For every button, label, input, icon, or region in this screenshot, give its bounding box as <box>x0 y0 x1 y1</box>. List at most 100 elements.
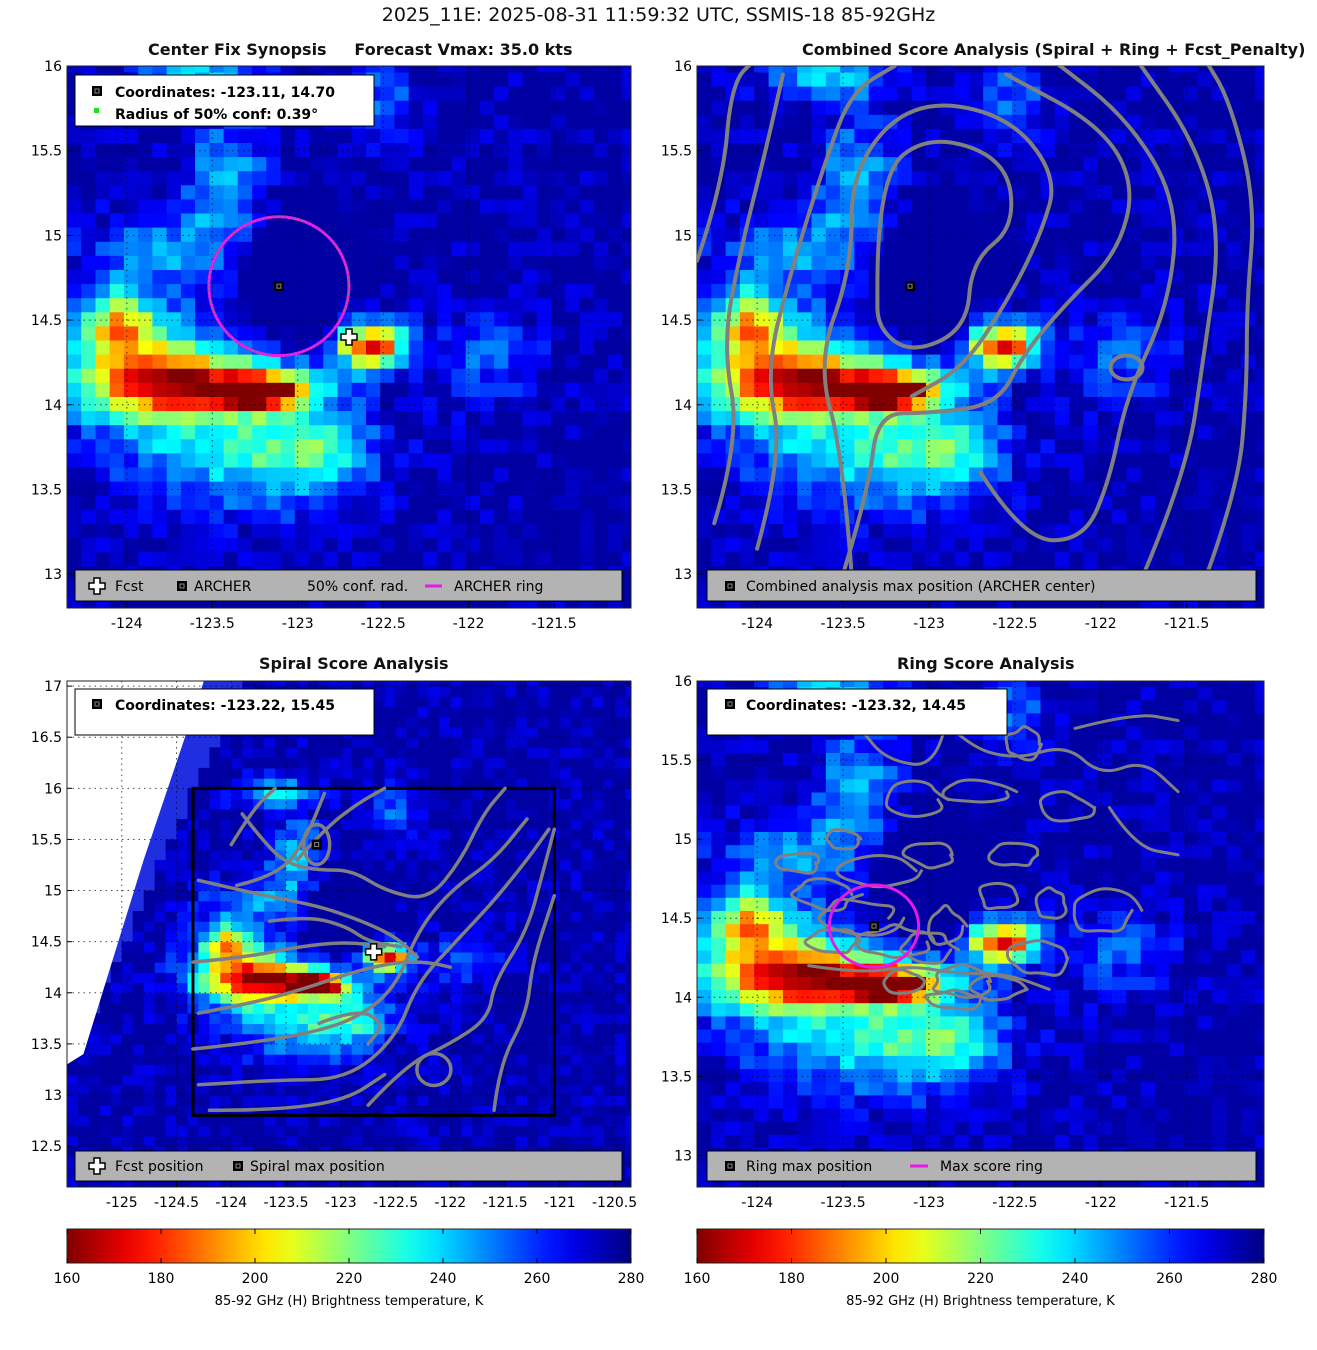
heatmap-cell <box>494 339 509 355</box>
heatmap-cell <box>264 1176 276 1187</box>
heatmap-cell <box>166 212 182 228</box>
heatmap-cell <box>522 339 538 355</box>
heatmap-cell <box>522 396 538 412</box>
heatmap-cell <box>266 551 282 567</box>
heatmap-cell <box>166 128 182 143</box>
heatmap-cell <box>132 921 145 932</box>
heatmap-cell <box>637 495 652 510</box>
heatmap-cell <box>366 424 381 440</box>
heatmap-cell <box>697 297 712 313</box>
heatmap-cell <box>351 509 367 524</box>
heatmap-cell <box>1126 438 1142 454</box>
heatmap-cell <box>351 900 364 912</box>
heatmap-cell <box>323 438 339 454</box>
y-tick-label: 15.5 <box>31 144 62 160</box>
info-coordinates: Coordinates: -123.11, 14.70 <box>115 85 335 101</box>
heatmap-cell <box>968 537 984 553</box>
heatmap-cell <box>494 283 509 299</box>
heatmap-cell <box>121 1023 134 1035</box>
heatmap-cell <box>1270 580 1285 595</box>
heatmap-cell <box>329 808 342 820</box>
heatmap-cell <box>1069 66 1084 73</box>
heatmap-cell <box>1197 66 1213 73</box>
heatmap-cell <box>252 283 267 299</box>
heatmap-cell <box>297 900 309 912</box>
legend-bg <box>706 569 1257 602</box>
heatmap-cell <box>854 212 870 228</box>
heatmap-cell <box>1212 481 1228 496</box>
heatmap-cell <box>1140 269 1156 285</box>
heatmap-cell <box>465 227 481 242</box>
heatmap-cell <box>318 808 331 820</box>
heatmap-cell <box>811 509 827 524</box>
heatmap-cell <box>711 325 727 341</box>
heatmap-cell <box>81 44 96 59</box>
heatmap-cell <box>911 198 927 214</box>
heatmap-cell <box>1169 66 1185 73</box>
heatmap-cell <box>242 1125 254 1137</box>
heatmap-cell <box>428 992 440 1004</box>
heatmap-cell <box>264 941 276 953</box>
heatmap-cell <box>1126 311 1142 327</box>
heatmap-cell <box>294 66 310 73</box>
heatmap-cell <box>384 1105 397 1116</box>
heatmap-cell <box>1040 410 1056 426</box>
heatmap-cell <box>622 509 631 524</box>
heatmap-cell <box>1226 410 1242 426</box>
heatmap-cell <box>422 269 438 285</box>
heatmap-cell <box>323 509 339 524</box>
heatmap-cell <box>351 128 367 143</box>
heatmap-cell <box>166 339 182 355</box>
heatmap-cell <box>309 424 324 440</box>
heatmap-cell <box>1197 142 1213 158</box>
heatmap-cell <box>1270 411 1285 426</box>
heatmap-cell <box>422 396 438 412</box>
heatmap-cell <box>152 523 168 538</box>
heatmap-cell <box>1198 44 1213 59</box>
heatmap-cell <box>384 798 397 810</box>
heatmap-cell <box>99 992 112 1004</box>
heatmap-cell <box>480 44 495 59</box>
heatmap-cell <box>1097 142 1113 158</box>
heatmap-cell <box>329 681 342 687</box>
heatmap-cell <box>579 410 595 426</box>
heatmap-cell <box>536 184 552 200</box>
heatmap-cell <box>437 170 452 186</box>
heatmap-cell <box>739 481 755 496</box>
heatmap-cell <box>1155 198 1170 214</box>
heatmap-cell <box>926 283 941 299</box>
heatmap-cell <box>1126 44 1141 59</box>
heatmap-cell <box>522 128 538 143</box>
heatmap-cell <box>1040 142 1056 158</box>
heatmap-cell <box>1226 438 1242 454</box>
heatmap-cell <box>176 859 189 871</box>
heatmap-cell <box>366 325 381 341</box>
heatmap-cell <box>854 100 870 115</box>
heatmap-cell <box>132 1043 145 1055</box>
heatmap-cell <box>825 481 841 496</box>
heatmap-cell <box>366 297 381 313</box>
heatmap-cell <box>1212 495 1228 510</box>
heatmap-cell <box>198 1023 210 1035</box>
heatmap-cell <box>522 509 538 524</box>
heatmap-cell <box>417 686 429 697</box>
heatmap-cell <box>1212 128 1228 143</box>
heatmap-cell <box>622 466 631 482</box>
heatmap-cell <box>1140 466 1156 482</box>
heatmap-cell <box>67 66 82 73</box>
heatmap-cell <box>1270 255 1285 270</box>
heatmap-cell <box>309 241 324 256</box>
heatmap-cell <box>1183 509 1199 524</box>
heatmap-cell <box>351 283 367 299</box>
heatmap-cell <box>1155 114 1170 129</box>
heatmap-cell <box>637 411 652 426</box>
heatmap-cell <box>608 66 623 73</box>
heatmap-cell <box>1112 382 1127 397</box>
heatmap-cell <box>1255 523 1264 538</box>
heatmap-cell <box>198 972 210 984</box>
heatmap-cell <box>968 368 984 383</box>
panel-title-synopsis: Center Fix Synopsis Forecast Vmax: 35.0 … <box>148 40 573 59</box>
heatmap-cell <box>132 1023 145 1035</box>
heatmap-cell <box>294 537 310 553</box>
heatmap-cell <box>1255 537 1264 553</box>
